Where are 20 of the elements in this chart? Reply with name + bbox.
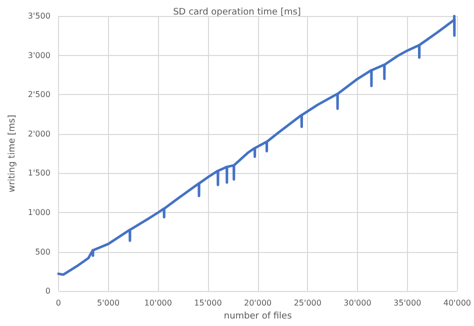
y-tick-label: 2'500 <box>28 90 50 100</box>
x-tick-label: 30'000 <box>344 298 372 308</box>
x-tick-label: 10'000 <box>144 298 172 308</box>
y-tick-label: 1'000 <box>28 208 50 217</box>
y-tick-label: 2'000 <box>28 129 50 138</box>
x-axis-title: number of files <box>224 312 292 322</box>
y-tick-label: 500 <box>35 247 50 256</box>
x-tick-label: 25'000 <box>294 298 322 308</box>
chart-title: SD card operation time [ms] <box>173 8 301 18</box>
x-tick-label: 15'000 <box>194 298 222 308</box>
x-tick-label: 20'000 <box>244 298 272 308</box>
y-tick-label: 3'000 <box>28 50 50 60</box>
x-tick-label: 0 <box>56 298 62 308</box>
x-tick-label: 40'000 <box>443 298 472 308</box>
y-axis-title: writing time [ms] <box>8 114 18 192</box>
x-tick-label: 5'000 <box>97 298 120 308</box>
x-tick-label: 35'000 <box>394 298 422 308</box>
y-tick-label: 3'500 <box>28 12 50 20</box>
y-tick-label: 0 <box>45 286 50 296</box>
y-tick-label: 1'500 <box>28 168 50 178</box>
